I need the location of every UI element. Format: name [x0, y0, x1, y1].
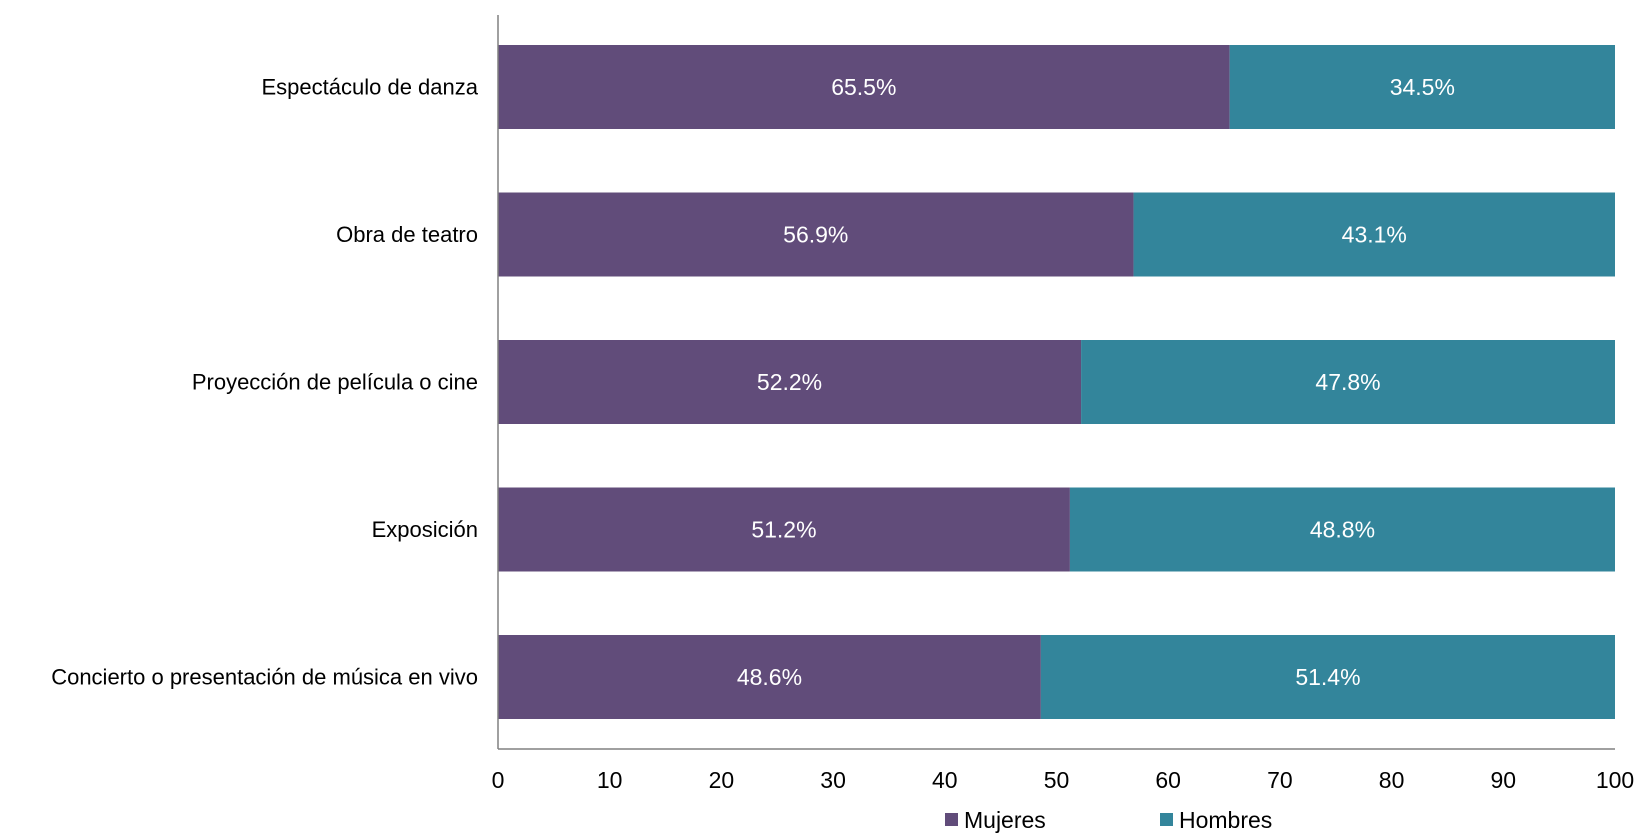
- x-tick-label: 40: [932, 767, 958, 793]
- data-label: 34.5%: [1390, 74, 1455, 100]
- legend-swatch-hombres: [1160, 813, 1173, 826]
- bar-mujeres: [498, 487, 1070, 572]
- category-label: Espectáculo de danza: [262, 75, 479, 100]
- x-tick-label: 30: [820, 767, 846, 793]
- x-tick-label: 20: [709, 767, 735, 793]
- data-label: 47.8%: [1315, 369, 1380, 395]
- data-label: 48.6%: [737, 664, 802, 690]
- bar-mujeres: [498, 635, 1041, 719]
- x-tick-label: 10: [597, 767, 623, 793]
- bar-hombres: [1081, 340, 1615, 424]
- x-tick-label: 60: [1155, 767, 1181, 793]
- data-label: 65.5%: [831, 74, 896, 100]
- bar-mujeres: [498, 45, 1230, 129]
- legend-label-mujeres: Mujeres: [964, 807, 1046, 833]
- bar-mujeres: [498, 192, 1134, 277]
- data-label: 51.4%: [1295, 664, 1360, 690]
- bar-hombres: [1069, 487, 1615, 572]
- x-tick-label: 70: [1267, 767, 1293, 793]
- legend: Mujeres Hombres: [945, 807, 1272, 833]
- x-tick-label: 90: [1491, 767, 1517, 793]
- data-label: 43.1%: [1342, 222, 1407, 248]
- data-label: 56.9%: [783, 222, 848, 248]
- bar-hombres: [1040, 635, 1615, 719]
- x-tick-label: 0: [492, 767, 505, 793]
- legend-swatch-mujeres: [945, 813, 958, 826]
- bar-mujeres: [498, 340, 1082, 424]
- bars-layer: 65.5% 34.5% 56.9% 43.1% 52.2% 47.8% 51.2% 48.8%…: [498, 45, 1615, 719]
- data-label: 51.2%: [751, 517, 816, 543]
- x-tick-label: 100: [1596, 767, 1634, 793]
- data-label: 52.2%: [757, 369, 822, 395]
- axes-layer: Espectáculo de danza Obra de teatro Proyec…: [51, 15, 1634, 793]
- data-label: 48.8%: [1310, 517, 1375, 543]
- bar-hombres: [1229, 45, 1615, 129]
- category-label: Obra de teatro: [336, 222, 478, 247]
- category-label: Exposición: [372, 517, 478, 542]
- category-label: Concierto o presentación de música en vi…: [51, 665, 478, 690]
- x-tick-label: 80: [1379, 767, 1405, 793]
- x-tick-label: 50: [1044, 767, 1070, 793]
- bar-hombres: [1133, 192, 1615, 277]
- category-label: Proyección de película o cine: [192, 370, 478, 395]
- legend-label-hombres: Hombres: [1179, 807, 1272, 833]
